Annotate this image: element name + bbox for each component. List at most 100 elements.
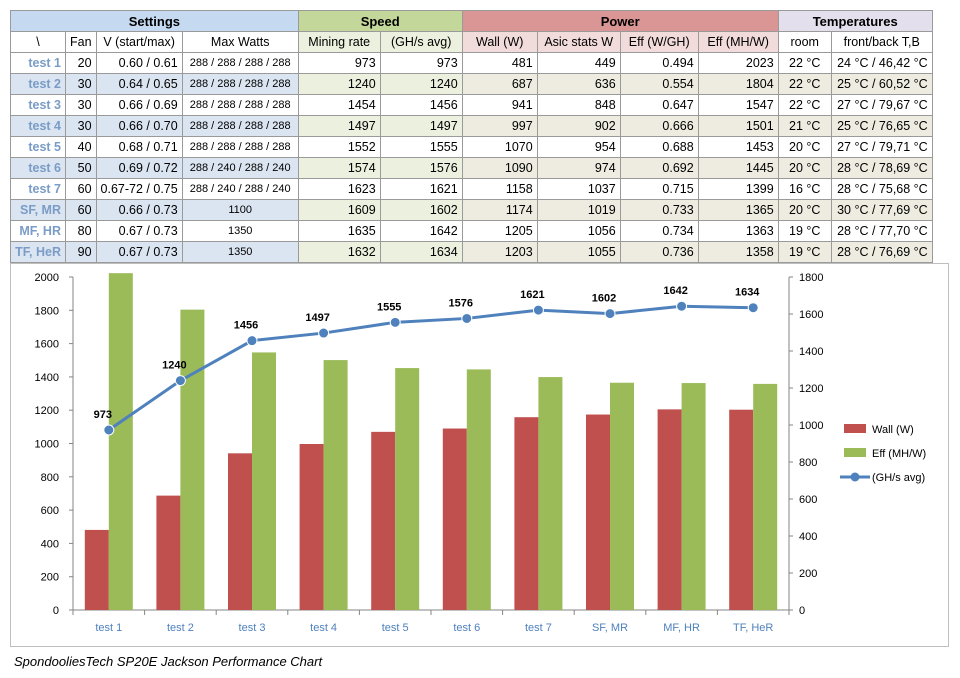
cell-mining-rate: 1609 bbox=[297, 199, 381, 221]
cell-front-back-temp: 28 °C / 75,68 °C bbox=[830, 178, 933, 200]
cell-voltage: 0.64 / 0.65 bbox=[95, 73, 183, 95]
bar-eff-mh-w bbox=[252, 352, 276, 610]
left-axis-tick-label: 800 bbox=[41, 472, 59, 484]
cell-test-name: test 3 bbox=[10, 94, 66, 116]
cell-asic-stats: 1055 bbox=[536, 241, 621, 263]
cell-eff-mhw: 1358 bbox=[697, 241, 779, 263]
data-label: 1497 bbox=[305, 312, 329, 324]
cell-asic-stats: 1019 bbox=[536, 199, 621, 221]
cell-eff-wgh: 0.554 bbox=[619, 73, 699, 95]
cell-front-back-temp: 24 °C / 46,42 °C bbox=[830, 52, 933, 74]
cell-asic-stats: 954 bbox=[536, 136, 621, 158]
cell-eff-wgh: 0.688 bbox=[619, 136, 699, 158]
col-header-ghs-avg: (GH/s avg) bbox=[379, 31, 463, 53]
cell-ghs-avg: 1497 bbox=[379, 115, 463, 137]
cell-wall: 1205 bbox=[461, 220, 538, 242]
table-row: TF, HeR 90 0.67 / 0.73 1350 1632 1634 1203 1055… bbox=[10, 241, 933, 263]
cell-mining-rate: 1552 bbox=[297, 136, 381, 158]
cell-ghs-avg: 973 bbox=[379, 52, 463, 74]
bar-eff-mh-w bbox=[180, 309, 205, 610]
column-header-row: \ Fan V (start/max) Max Watts Mining rat… bbox=[10, 31, 933, 53]
x-axis-tick-label: test 6 bbox=[453, 622, 480, 634]
cell-room-temp: 20 °C bbox=[777, 136, 832, 158]
cell-voltage: 0.66 / 0.73 bbox=[95, 199, 183, 221]
cell-eff-mhw: 1547 bbox=[697, 94, 779, 116]
x-axis-tick-label: test 2 bbox=[167, 622, 194, 634]
cell-front-back-temp: 27 °C / 79,71 °C bbox=[830, 136, 933, 158]
col-header-mining-rate: Mining rate bbox=[297, 31, 381, 53]
cell-mining-rate: 1632 bbox=[297, 241, 381, 263]
table-row: test 1 20 0.60 / 0.61 288 / 288 / 288 / 288… bbox=[10, 52, 933, 74]
cell-eff-wgh: 0.494 bbox=[619, 52, 699, 74]
right-axis-tick-label: 1600 bbox=[799, 309, 823, 321]
cell-room-temp: 22 °C bbox=[777, 94, 832, 116]
cell-eff-mhw: 1501 bbox=[697, 115, 779, 137]
x-axis-tick-label: TF, HeR bbox=[733, 622, 773, 634]
line-gh-avg bbox=[107, 304, 754, 432]
line-point bbox=[389, 316, 401, 328]
table-row: test 7 60 0.67-72 / 0.75 288 / 240 / 288 / … bbox=[10, 178, 933, 200]
bar-wall-w bbox=[729, 409, 754, 610]
cell-ghs-avg: 1602 bbox=[379, 199, 463, 221]
cell-ghs-avg: 1621 bbox=[379, 178, 463, 200]
cell-mining-rate: 1497 bbox=[297, 115, 381, 137]
left-axis-tick-label: 400 bbox=[41, 538, 59, 550]
cell-max-watts: 288 / 288 / 288 / 288 bbox=[181, 52, 299, 74]
cell-room-temp: 19 °C bbox=[777, 241, 832, 263]
x-axis-tick-label: test 4 bbox=[310, 622, 337, 634]
right-axis-tick-label: 1200 bbox=[799, 383, 823, 395]
bar-wall-w bbox=[84, 529, 109, 610]
cell-voltage: 0.69 / 0.72 bbox=[95, 157, 183, 179]
cell-ghs-avg: 1555 bbox=[379, 136, 463, 158]
left-axis-tick-label: 1400 bbox=[35, 372, 59, 384]
cell-eff-mhw: 1399 bbox=[697, 178, 779, 200]
cell-fan: 90 bbox=[65, 241, 97, 263]
cell-wall: 1203 bbox=[461, 241, 538, 263]
table-row: test 4 30 0.66 / 0.70 288 / 288 / 288 / 288… bbox=[10, 115, 933, 137]
cell-test-name: test 1 bbox=[10, 52, 66, 74]
cell-test-name: test 4 bbox=[10, 115, 66, 137]
cell-room-temp: 21 °C bbox=[777, 115, 832, 137]
data-label: 1602 bbox=[592, 293, 616, 305]
cell-wall: 1158 bbox=[461, 178, 538, 200]
table-row: test 5 40 0.68 / 0.71 288 / 288 / 288 / 288… bbox=[10, 136, 933, 158]
left-axis-tick-label: 1600 bbox=[35, 339, 59, 351]
x-axis-tick-label: test 1 bbox=[95, 622, 122, 634]
bar-eff-mh-w bbox=[753, 383, 778, 610]
cell-room-temp: 16 °C bbox=[777, 178, 832, 200]
bar-wall-w bbox=[657, 409, 682, 610]
col-header-room: room bbox=[777, 31, 832, 53]
bar-eff-mh-w bbox=[108, 273, 133, 610]
cell-mining-rate: 973 bbox=[297, 52, 381, 74]
cell-room-temp: 19 °C bbox=[777, 220, 832, 242]
x-axis-tick-label: SF, MR bbox=[592, 622, 628, 634]
table-row: test 3 30 0.66 / 0.69 288 / 288 / 288 / 288… bbox=[10, 94, 933, 116]
cell-mining-rate: 1240 bbox=[297, 73, 381, 95]
cell-ghs-avg: 1456 bbox=[379, 94, 463, 116]
col-header-max-watts: Max Watts bbox=[181, 31, 299, 53]
cell-eff-wgh: 0.736 bbox=[619, 241, 699, 263]
bar-wall-w bbox=[371, 431, 396, 610]
legend-label: Eff (MH/W) bbox=[872, 448, 926, 460]
cell-front-back-temp: 28 °C / 78,69 °C bbox=[830, 157, 933, 179]
cell-eff-wgh: 0.666 bbox=[619, 115, 699, 137]
cell-voltage: 0.67 / 0.73 bbox=[95, 220, 183, 242]
cell-room-temp: 22 °C bbox=[777, 73, 832, 95]
right-axis-tick-label: 200 bbox=[799, 568, 817, 580]
legend-swatch-marker bbox=[850, 472, 860, 482]
cell-ghs-avg: 1642 bbox=[379, 220, 463, 242]
table-row: MF, HR 80 0.67 / 0.73 1350 1635 1642 1205 1056 0… bbox=[10, 220, 933, 242]
cell-voltage: 0.66 / 0.70 bbox=[95, 115, 183, 137]
cell-eff-mhw: 1445 bbox=[697, 157, 779, 179]
legend-label: (GH/s avg) bbox=[872, 472, 925, 484]
bar-wall-w bbox=[228, 453, 252, 610]
line-point bbox=[318, 327, 330, 339]
cell-fan: 80 bbox=[65, 220, 97, 242]
cell-max-watts: 288 / 240 / 288 / 240 bbox=[181, 178, 299, 200]
col-header-eff-mhw: Eff (MH/W) bbox=[697, 31, 779, 53]
bar-wall-w bbox=[514, 417, 539, 610]
left-axis-tick-label: 1800 bbox=[35, 305, 59, 317]
line-point bbox=[747, 302, 759, 314]
col-header-fan: Fan bbox=[65, 31, 97, 53]
cell-max-watts: 288 / 288 / 288 / 288 bbox=[181, 115, 299, 137]
